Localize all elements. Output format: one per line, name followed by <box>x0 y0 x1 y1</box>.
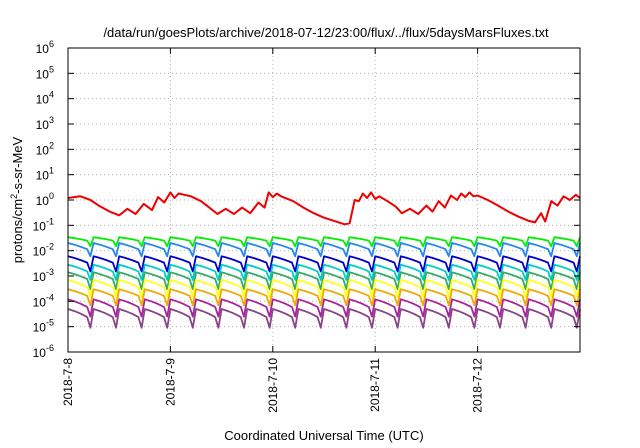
series-line-10 <box>67 308 581 329</box>
y-tick-base: 10 <box>36 169 50 183</box>
series-line-8 <box>67 288 581 307</box>
y-tick-label: 10-6 <box>33 343 54 360</box>
y-tick-base: 10 <box>33 270 47 284</box>
series-line-5 <box>67 263 581 281</box>
y-tick-exponent: 4 <box>49 90 54 100</box>
y-axis-label: protons/cm2-s-sr-MeV <box>9 136 25 263</box>
y-tick-exponent: 1 <box>49 166 54 176</box>
y-tick-exponent: -4 <box>46 292 54 302</box>
x-tick-label: 2018-7-8 <box>61 358 75 406</box>
y-tick-label: 100 <box>36 191 54 208</box>
series-line-3 <box>67 242 581 258</box>
x-tick-label: 2018-7-11 <box>368 358 382 412</box>
y-axis-label-base: protons/cm <box>10 199 25 263</box>
y-tick-exponent: -3 <box>46 267 54 277</box>
series-line-4 <box>67 255 581 273</box>
series-line-1 <box>67 191 581 226</box>
y-tick-exponent: 0 <box>49 191 54 201</box>
y-tick-base: 10 <box>33 245 47 259</box>
x-tick-label: 2018-7-10 <box>266 358 280 413</box>
y-tick-label: 101 <box>36 166 54 183</box>
y-tick-base: 10 <box>36 118 50 132</box>
y-tick-label: 103 <box>36 115 54 132</box>
y-tick-base: 10 <box>36 143 50 157</box>
y-tick-label: 10-3 <box>33 267 54 284</box>
y-tick-base: 10 <box>33 321 47 335</box>
y-tick-exponent: 3 <box>49 115 54 125</box>
x-axis-label: Coordinated Universal Time (UTC) <box>224 428 423 443</box>
y-tick-base: 10 <box>36 42 50 56</box>
y-tick-label: 10-4 <box>33 292 54 309</box>
series-line-2 <box>67 236 581 248</box>
series-line-6 <box>67 271 581 291</box>
y-tick-exponent: -6 <box>46 343 54 353</box>
y-tick-label: 105 <box>36 64 54 81</box>
grid <box>68 48 580 352</box>
y-tick-exponent: -2 <box>46 242 54 252</box>
y-tick-exponent: 6 <box>49 39 54 49</box>
y-tick-exponent: 5 <box>49 64 54 74</box>
y-tick-label: 10-5 <box>33 318 54 335</box>
y-axis: 10-610-510-410-310-210-11001011021031041… <box>33 39 580 360</box>
x-tick-label: 2018-7-9 <box>163 358 177 406</box>
y-tick-base: 10 <box>33 346 47 360</box>
series-line-9 <box>67 298 581 318</box>
y-tick-label: 10-1 <box>33 216 54 233</box>
y-tick-base: 10 <box>33 219 47 233</box>
y-tick-base: 10 <box>36 93 50 107</box>
y-tick-label: 10-2 <box>33 242 54 259</box>
y-tick-base: 10 <box>36 67 50 81</box>
y-tick-base: 10 <box>33 295 47 309</box>
y-axis-label-sup: 2 <box>9 194 19 199</box>
series-group <box>67 191 581 329</box>
chart-title: /data/run/goesPlots/archive/2018-07-12/2… <box>103 25 549 40</box>
y-tick-exponent: -5 <box>46 318 54 328</box>
y-tick-base: 10 <box>36 194 50 208</box>
series-line-7 <box>67 279 581 298</box>
y-tick-label: 106 <box>36 39 54 56</box>
x-tick-label: 2018-7-12 <box>471 358 485 413</box>
y-tick-label: 102 <box>36 140 54 157</box>
y-tick-exponent: 2 <box>49 140 54 150</box>
y-tick-label: 104 <box>36 90 54 107</box>
x-axis: 2018-7-8 2018-7-9 2018-7-10 2018-7-11 2018-7… <box>61 48 485 413</box>
y-tick-exponent: -1 <box>46 216 54 226</box>
y-axis-label-rest: -s-sr-MeV <box>10 136 25 193</box>
